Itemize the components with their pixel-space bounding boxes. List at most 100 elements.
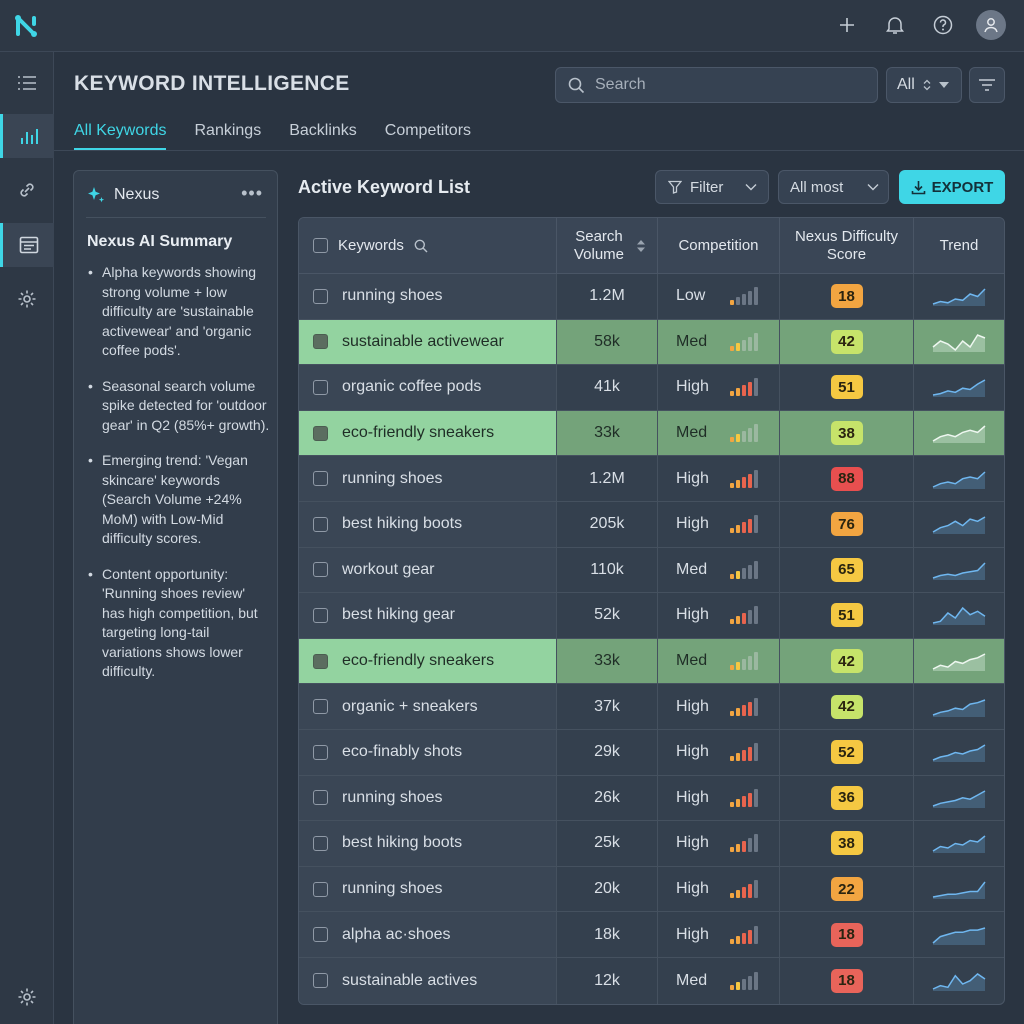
- trend-cell: [914, 411, 1004, 456]
- tab-backlinks[interactable]: Backlinks: [289, 122, 357, 139]
- ai-panel-divider: [86, 217, 266, 218]
- scope-select[interactable]: All: [886, 67, 962, 103]
- ai-panel-header: Nexus: [86, 185, 159, 205]
- nav-analytics-icon[interactable]: [0, 114, 54, 158]
- table-row[interactable]: alpha ac·shoes 18k High 18: [299, 912, 1004, 958]
- difficulty-cell: 22: [780, 866, 914, 912]
- select-all-checkbox[interactable]: [313, 238, 328, 253]
- volume-cell: 58k: [557, 319, 658, 365]
- row-checkbox[interactable]: [313, 973, 328, 989]
- row-checkbox[interactable]: [313, 835, 328, 851]
- keyword-text: running shoes: [342, 287, 443, 305]
- row-checkbox[interactable]: [313, 790, 328, 806]
- nav-list-icon[interactable]: [0, 61, 54, 105]
- col-trend[interactable]: Trend: [939, 236, 979, 254]
- row-checkbox[interactable]: [313, 927, 328, 943]
- volume-cell: 1.2M: [557, 456, 658, 501]
- competition-cell: High: [658, 456, 780, 501]
- competition-label: High: [676, 834, 709, 852]
- export-label: EXPORT: [931, 178, 994, 196]
- competition-cell: Med: [658, 957, 780, 1004]
- row-checkbox[interactable]: [313, 744, 328, 760]
- tab-competitors[interactable]: Competitors: [384, 122, 472, 139]
- competition-cell: Med: [658, 319, 780, 365]
- bottom-settings-icon[interactable]: [0, 975, 54, 1019]
- row-checkbox[interactable]: [313, 334, 328, 350]
- trend-area: [933, 426, 985, 444]
- row-checkbox[interactable]: [313, 379, 328, 395]
- table-row[interactable]: best hiking boots 25k High 38: [299, 821, 1004, 867]
- col-competition[interactable]: Competition: [658, 218, 780, 273]
- nav-reports-icon[interactable]: [0, 223, 54, 267]
- table-row[interactable]: sustainable activewear 58k Med 42: [299, 319, 1004, 366]
- trend-sparkline: [932, 790, 986, 808]
- trend-sparkline: [932, 425, 986, 444]
- table-row[interactable]: sustainable actives 12k Med 18: [299, 957, 1004, 1004]
- trend-cell: [914, 274, 1004, 319]
- notification-bell-icon[interactable]: [880, 10, 910, 40]
- sort-dropdown[interactable]: All most: [778, 170, 889, 204]
- row-checkbox[interactable]: [313, 471, 328, 487]
- col-keywords[interactable]: Keywords: [299, 218, 557, 273]
- nav-settings-icon[interactable]: [0, 277, 54, 321]
- difficulty-badge: 51: [830, 603, 863, 628]
- search-icon[interactable]: [414, 239, 428, 253]
- trend-sparkline: [932, 288, 986, 307]
- competition-label: Med: [676, 424, 708, 442]
- more-options-icon[interactable]: •••: [241, 183, 263, 203]
- ai-summary-title: Nexus AI Summary: [87, 233, 233, 250]
- row-checkbox[interactable]: [313, 516, 328, 532]
- table-row[interactable]: running shoes 26k High 36: [299, 775, 1004, 822]
- col-search-volume[interactable]: Search Volume: [557, 218, 658, 273]
- search-input[interactable]: [595, 76, 855, 94]
- add-icon[interactable]: [832, 10, 862, 40]
- keyword-cell: running shoes: [299, 775, 557, 821]
- trend-cell: [914, 821, 1004, 866]
- difficulty-cell: 51: [780, 593, 914, 638]
- filter-button[interactable]: Filter: [655, 170, 769, 204]
- row-checkbox[interactable]: [313, 562, 328, 578]
- table-row[interactable]: eco-friendly sneakers 33k Med 38: [299, 410, 1004, 457]
- table-row[interactable]: best hiking boots 205k High 76: [299, 501, 1004, 548]
- table-row[interactable]: running shoes 20k High 22: [299, 866, 1004, 913]
- app-logo-icon[interactable]: [10, 10, 42, 42]
- tab-rankings[interactable]: Rankings: [194, 122, 262, 139]
- tab-all-keywords[interactable]: All Keywords: [74, 122, 167, 150]
- keyword-cell: organic + sneakers: [299, 684, 557, 729]
- trend-line: [932, 425, 986, 442]
- competition-bars-icon: [730, 834, 758, 853]
- table-row[interactable]: eco-finably shots 29k High 52: [299, 729, 1004, 776]
- user-avatar[interactable]: [976, 10, 1006, 40]
- row-checkbox[interactable]: [313, 699, 328, 715]
- search-icon: [568, 77, 585, 93]
- table-row[interactable]: workout gear 110k Med 65: [299, 547, 1004, 594]
- competition-cell: High: [658, 912, 780, 957]
- search-box[interactable]: [555, 67, 878, 103]
- table-row[interactable]: running shoes 1.2M Low 18: [299, 274, 1004, 320]
- row-checkbox[interactable]: [313, 425, 328, 441]
- nav-link-icon[interactable]: [0, 168, 54, 212]
- table-row[interactable]: best hiking gear 52k High 51: [299, 593, 1004, 639]
- keyword-cell: eco-finably shots: [299, 729, 557, 775]
- trend-sparkline: [932, 835, 986, 854]
- options-menu-button[interactable]: [969, 67, 1005, 103]
- row-checkbox[interactable]: [313, 881, 328, 897]
- col-difficulty[interactable]: Nexus Difficulty Score: [780, 218, 914, 273]
- table-row[interactable]: organic + sneakers 37k High 42: [299, 684, 1004, 730]
- difficulty-badge: 18: [830, 284, 863, 309]
- keyword-text: organic + sneakers: [342, 697, 478, 715]
- table-row[interactable]: eco-friendly sneakers 33k Med 42: [299, 638, 1004, 685]
- row-checkbox[interactable]: [313, 653, 328, 669]
- export-button[interactable]: EXPORT: [899, 170, 1005, 204]
- table-row[interactable]: running shoes 1.2M High 88: [299, 456, 1004, 502]
- trend-area: [933, 882, 985, 900]
- difficulty-cell: 18: [780, 274, 914, 319]
- difficulty-cell: 38: [780, 821, 914, 866]
- table-row[interactable]: organic coffee pods 41k High 51: [299, 365, 1004, 411]
- help-icon[interactable]: [928, 10, 958, 40]
- row-checkbox[interactable]: [313, 288, 328, 304]
- trend-line: [932, 972, 986, 990]
- keyword-cell: best hiking boots: [299, 501, 557, 547]
- filter-funnel-icon: [668, 180, 682, 194]
- row-checkbox[interactable]: [313, 607, 328, 623]
